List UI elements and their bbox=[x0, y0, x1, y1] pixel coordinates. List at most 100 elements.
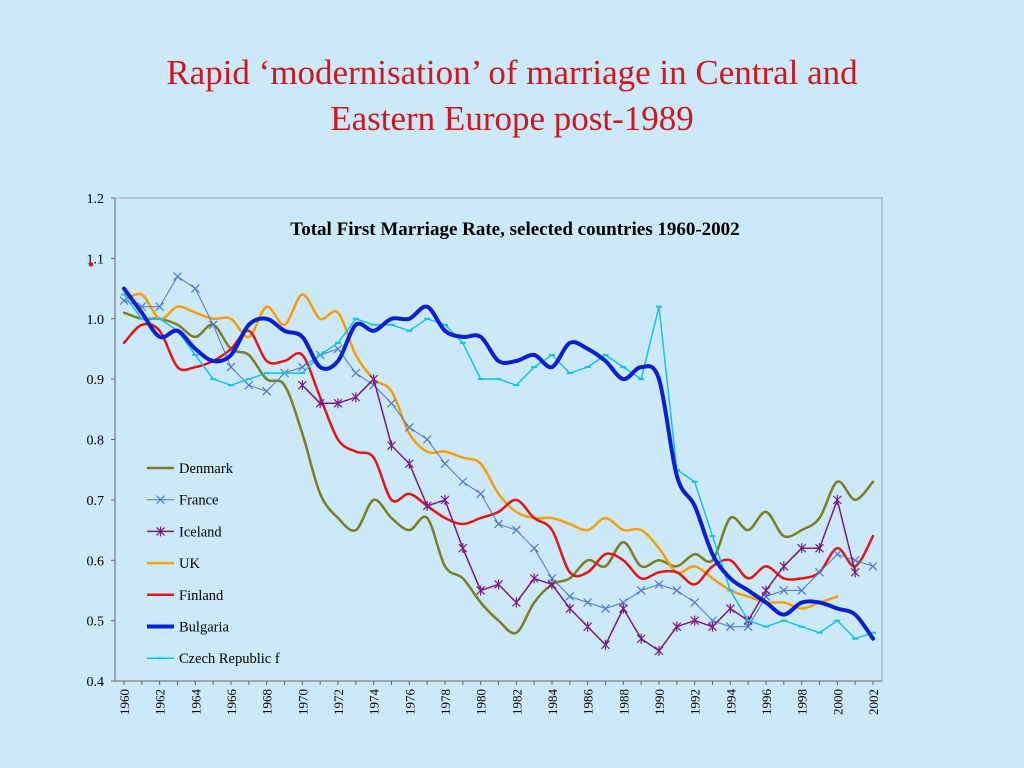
data-point-france bbox=[190, 284, 200, 293]
legend-label-finland: Finland bbox=[179, 588, 224, 604]
data-point-iceland bbox=[297, 380, 307, 391]
data-point-iceland bbox=[690, 615, 700, 626]
data-point-france bbox=[351, 368, 361, 378]
legend-label-bulgaria: Bulgaria bbox=[179, 620, 229, 636]
data-point-iceland bbox=[476, 585, 486, 596]
x-tick-label: 1976 bbox=[402, 689, 417, 716]
series-finland bbox=[122, 322, 875, 586]
data-point-france bbox=[690, 598, 700, 607]
data-point-france bbox=[333, 344, 343, 354]
legend-item-czech-republic-f: Czech Republic f bbox=[147, 651, 280, 667]
legend-item-denmark: Denmark bbox=[147, 461, 234, 477]
data-point-iceland bbox=[529, 573, 539, 584]
legend-label-czech-republic-f: Czech Republic f bbox=[179, 651, 280, 667]
data-point-iceland bbox=[725, 603, 735, 614]
data-point-france bbox=[458, 477, 468, 487]
series-denmark bbox=[122, 311, 875, 635]
data-point-iceland bbox=[815, 543, 824, 554]
x-tick-label: 1994 bbox=[723, 689, 738, 716]
data-point-iceland bbox=[779, 561, 789, 572]
x-tick-label: 1960 bbox=[117, 689, 132, 715]
data-point-iceland bbox=[832, 494, 842, 505]
data-point-iceland bbox=[404, 458, 414, 469]
legend-marker-france bbox=[156, 495, 165, 505]
x-tick-label: 1964 bbox=[188, 689, 203, 716]
data-point-france bbox=[173, 272, 182, 281]
data-point-france bbox=[583, 598, 593, 607]
legend-item-france: France bbox=[147, 493, 218, 509]
data-point-france bbox=[779, 586, 789, 595]
data-point-iceland bbox=[422, 500, 432, 511]
x-tick-label: 1980 bbox=[474, 689, 489, 715]
series-bulgaria bbox=[122, 286, 875, 641]
data-point-iceland bbox=[618, 603, 628, 614]
data-point-iceland bbox=[672, 621, 682, 632]
chart-title: Total First Marriage Rate, selected coun… bbox=[290, 219, 739, 240]
x-tick-label: 1968 bbox=[260, 689, 275, 715]
data-point-iceland bbox=[511, 597, 521, 608]
series-line-finland bbox=[122, 322, 875, 586]
data-point-france bbox=[208, 320, 218, 330]
data-point-iceland bbox=[636, 633, 646, 644]
legend-item-bulgaria: Bulgaria bbox=[147, 620, 229, 636]
legend-item-iceland: Iceland bbox=[147, 524, 222, 540]
data-point-iceland bbox=[565, 603, 575, 614]
data-point-france bbox=[422, 435, 432, 444]
data-point-iceland bbox=[315, 398, 325, 409]
x-tick-label: 2000 bbox=[830, 689, 845, 715]
slide-title-line-2: Eastern Europe post-1989 bbox=[330, 99, 694, 138]
plot-area-frame bbox=[114, 197, 883, 682]
data-point-france bbox=[601, 604, 610, 613]
data-point-france bbox=[797, 586, 807, 595]
x-tick-label: 1970 bbox=[295, 689, 310, 715]
data-point-france bbox=[654, 579, 664, 589]
data-point-france bbox=[155, 302, 165, 312]
y-tick-label: 0.6 bbox=[87, 554, 105, 569]
data-point-iceland bbox=[601, 639, 610, 650]
legend-label-iceland: Iceland bbox=[179, 524, 222, 540]
chart-series bbox=[119, 272, 878, 656]
x-tick-label: 1984 bbox=[545, 689, 560, 716]
series-line-france bbox=[123, 276, 874, 628]
stray-red-dot bbox=[88, 262, 94, 267]
data-point-iceland bbox=[797, 543, 807, 554]
data-point-france bbox=[440, 459, 450, 469]
y-tick-label: 0.8 bbox=[87, 434, 105, 449]
y-tick-label: 0.9 bbox=[87, 373, 105, 388]
y-tick-label: 0.4 bbox=[87, 675, 105, 690]
y-tick-label: 1.2 bbox=[87, 192, 105, 207]
legend-label-uk: UK bbox=[179, 556, 200, 572]
x-tick-label: 1982 bbox=[509, 689, 524, 715]
data-point-france bbox=[262, 386, 272, 396]
data-point-france bbox=[244, 380, 254, 390]
x-tick-label: 1992 bbox=[688, 689, 703, 715]
x-tick-label: 1996 bbox=[759, 689, 774, 716]
data-point-france bbox=[387, 398, 396, 408]
data-point-iceland bbox=[458, 543, 468, 554]
data-point-iceland bbox=[333, 398, 343, 409]
data-point-iceland bbox=[850, 567, 860, 578]
y-tick-label: 0.7 bbox=[87, 494, 105, 509]
x-tick-label: 1962 bbox=[153, 689, 168, 715]
x-tick-label: 1978 bbox=[438, 689, 453, 715]
data-point-france bbox=[226, 362, 236, 372]
data-point-iceland bbox=[547, 579, 557, 590]
data-point-france bbox=[636, 586, 646, 595]
data-point-france bbox=[494, 519, 503, 529]
legend-item-uk: UK bbox=[147, 556, 200, 572]
data-point-france bbox=[529, 543, 539, 553]
series-france bbox=[119, 272, 878, 632]
data-point-iceland bbox=[761, 585, 771, 596]
slide-title-line-1: Rapid ‘modernisation’ of marriage in Cen… bbox=[166, 53, 858, 92]
x-tick-label: 1974 bbox=[367, 689, 382, 716]
data-point-france bbox=[672, 586, 682, 595]
data-point-iceland bbox=[654, 645, 664, 656]
series-line-denmark bbox=[122, 311, 875, 635]
data-point-iceland bbox=[708, 621, 717, 632]
data-point-france bbox=[815, 567, 824, 577]
slide-title: Rapid ‘modernisation’ of marriage in Cen… bbox=[0, 50, 1024, 142]
x-tick-label: 1966 bbox=[224, 689, 239, 716]
